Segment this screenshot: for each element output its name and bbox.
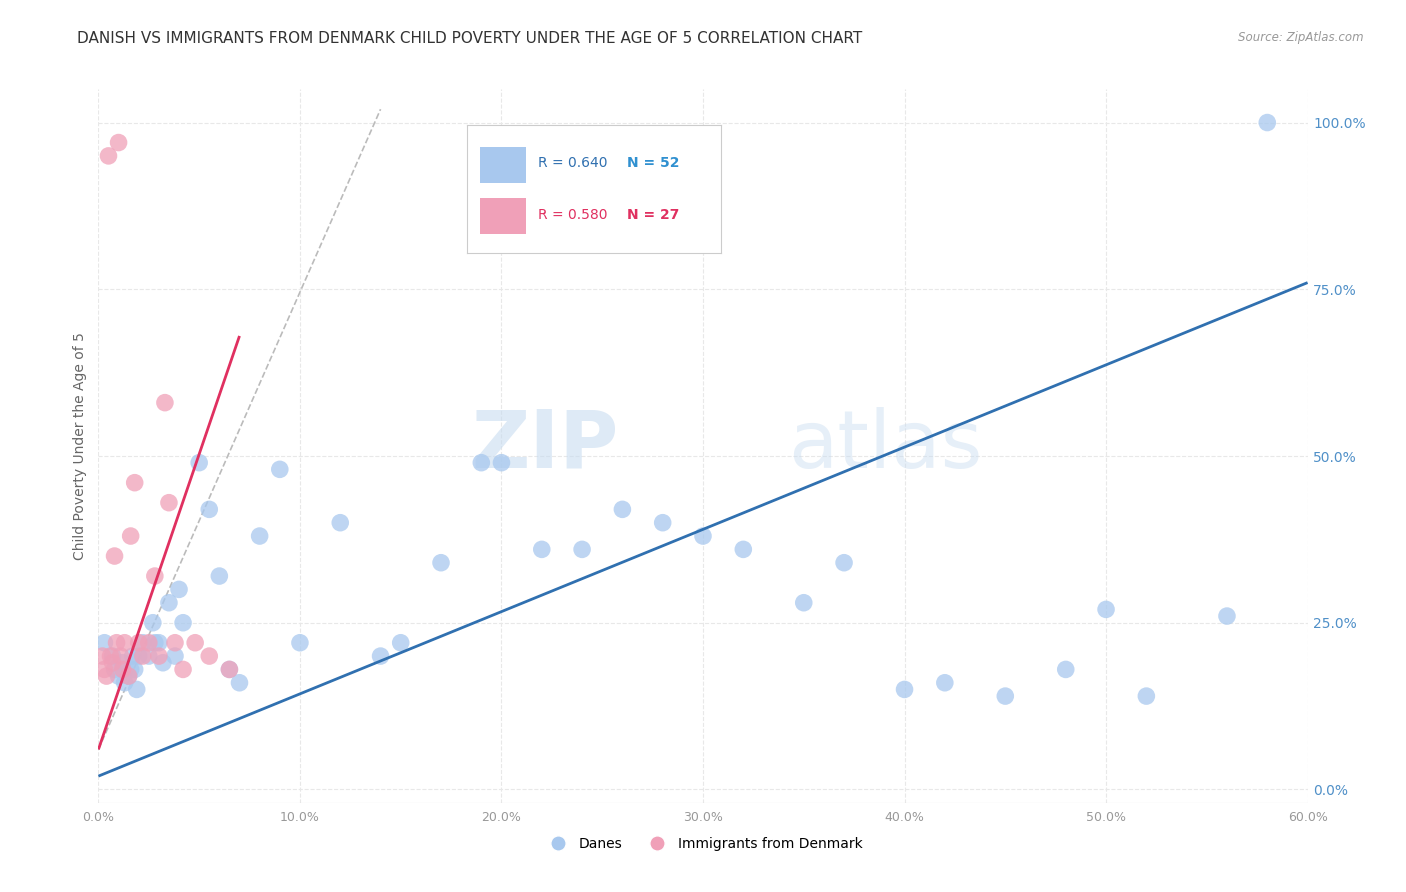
Point [163,649,186,664]
Point [1054,662,1077,676]
Point [157,496,180,510]
Text: atlas: atlas [787,407,981,485]
Point [1216,609,1239,624]
Point [893,682,915,697]
Point [172,615,194,630]
Text: DANISH VS IMMIGRANTS FROM DENMARK CHILD POVERTY UNDER THE AGE OF 5 CORRELATION C: DANISH VS IMMIGRANTS FROM DENMARK CHILD … [77,31,862,46]
Point [124,662,146,676]
Point [934,675,956,690]
Point [142,615,165,630]
Point [172,662,194,676]
Point [132,636,155,650]
Point [793,596,815,610]
Point [100,649,122,664]
Point [110,649,132,664]
Point [651,516,673,530]
Point [91,649,114,664]
Point [470,456,492,470]
Point [1256,115,1278,129]
Point [118,669,141,683]
Point [125,682,148,697]
Y-axis label: Child Poverty Under the Age of 5: Child Poverty Under the Age of 5 [73,332,87,560]
Point [93,636,115,650]
Point [96,669,118,683]
Point [114,636,136,650]
Point [143,569,166,583]
Point [1135,689,1157,703]
Point [389,636,412,650]
Point [288,636,311,650]
Point [188,456,211,470]
Point [249,529,271,543]
Point [103,549,125,563]
Point [612,502,634,516]
Point [132,649,155,664]
Point [148,649,170,664]
Point [184,636,207,650]
Point [218,662,240,676]
Point [329,516,352,530]
Point [118,669,141,683]
Point [101,656,124,670]
Point [138,649,160,664]
Point [148,636,170,650]
Point [167,582,190,597]
Point [101,649,124,664]
Point [143,636,166,650]
Text: Source: ZipAtlas.com: Source: ZipAtlas.com [1239,31,1364,45]
Point [1095,602,1118,616]
Point [120,662,142,676]
Point [832,556,855,570]
Point [198,649,221,664]
Point [163,636,186,650]
Point [93,662,115,676]
Point [138,636,160,650]
Point [97,149,120,163]
Point [692,529,714,543]
Point [157,596,180,610]
Point [111,656,134,670]
Legend: Danes, Immigrants from Denmark: Danes, Immigrants from Denmark [538,831,868,856]
Point [111,662,134,676]
Point [103,662,125,676]
Point [114,675,136,690]
Text: ZIP: ZIP [471,407,619,485]
Point [152,656,174,670]
Point [994,689,1017,703]
Point [218,662,240,676]
Point [124,475,146,490]
Point [198,502,221,516]
Point [228,675,250,690]
Point [107,136,129,150]
Point [105,636,128,650]
Point [571,542,593,557]
Point [430,556,453,570]
Point [370,649,392,664]
Point [733,542,755,557]
Point [491,456,513,470]
Point [269,462,291,476]
Point [107,669,129,683]
Point [208,569,231,583]
Point [121,649,143,664]
Point [120,529,142,543]
Point [128,649,150,664]
Point [530,542,553,557]
Point [128,636,150,650]
Point [153,395,176,409]
